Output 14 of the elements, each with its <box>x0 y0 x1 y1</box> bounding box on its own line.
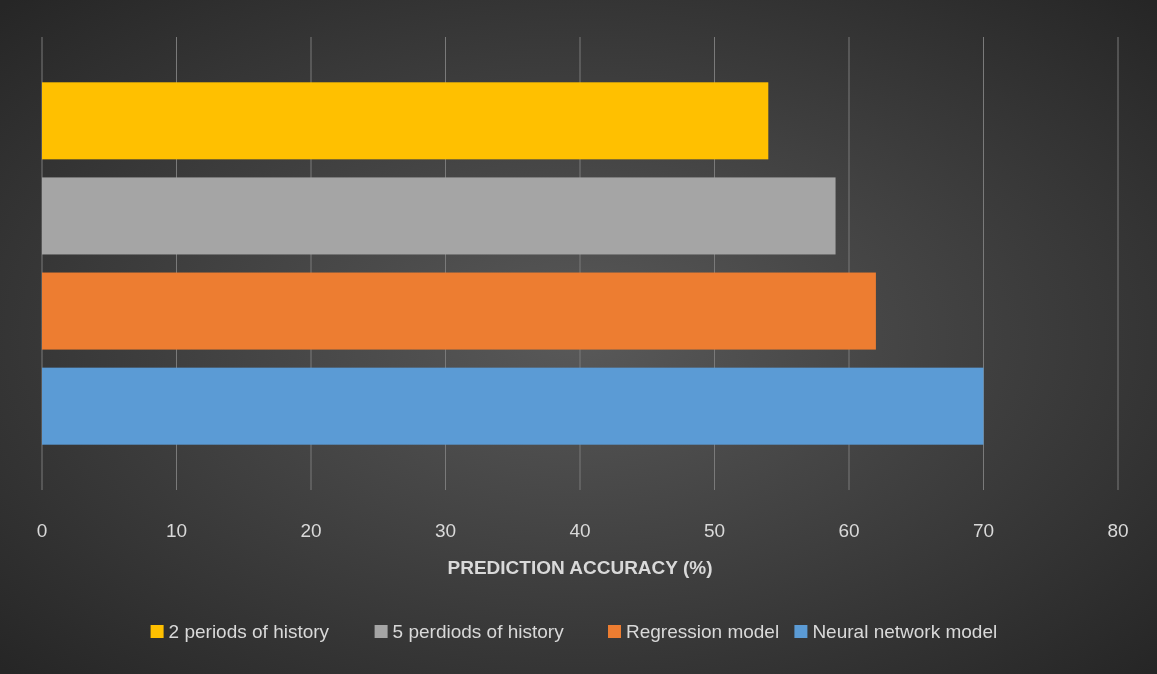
x-tick-label: 70 <box>972 520 995 541</box>
x-tick-label: 50 <box>703 520 726 541</box>
x-tick-label: 80 <box>1107 520 1129 541</box>
legend-label: Neural network model <box>812 621 998 642</box>
x-tick-label: 20 <box>300 520 322 541</box>
x-tick-label: 0 <box>36 520 48 541</box>
x-tick-label: 60 <box>838 520 860 541</box>
x-tick-label: 30 <box>434 520 457 541</box>
x-axis-title: PREDICTION ACCURACY (%) <box>447 557 713 578</box>
x-tick-label: 10 <box>165 520 188 541</box>
legend-label: Regression model <box>626 621 780 642</box>
legend-label: 2 periods of history <box>168 621 330 642</box>
x-tick-label: 40 <box>569 520 591 541</box>
legend-label: 5 perdiods of history <box>392 621 565 642</box>
